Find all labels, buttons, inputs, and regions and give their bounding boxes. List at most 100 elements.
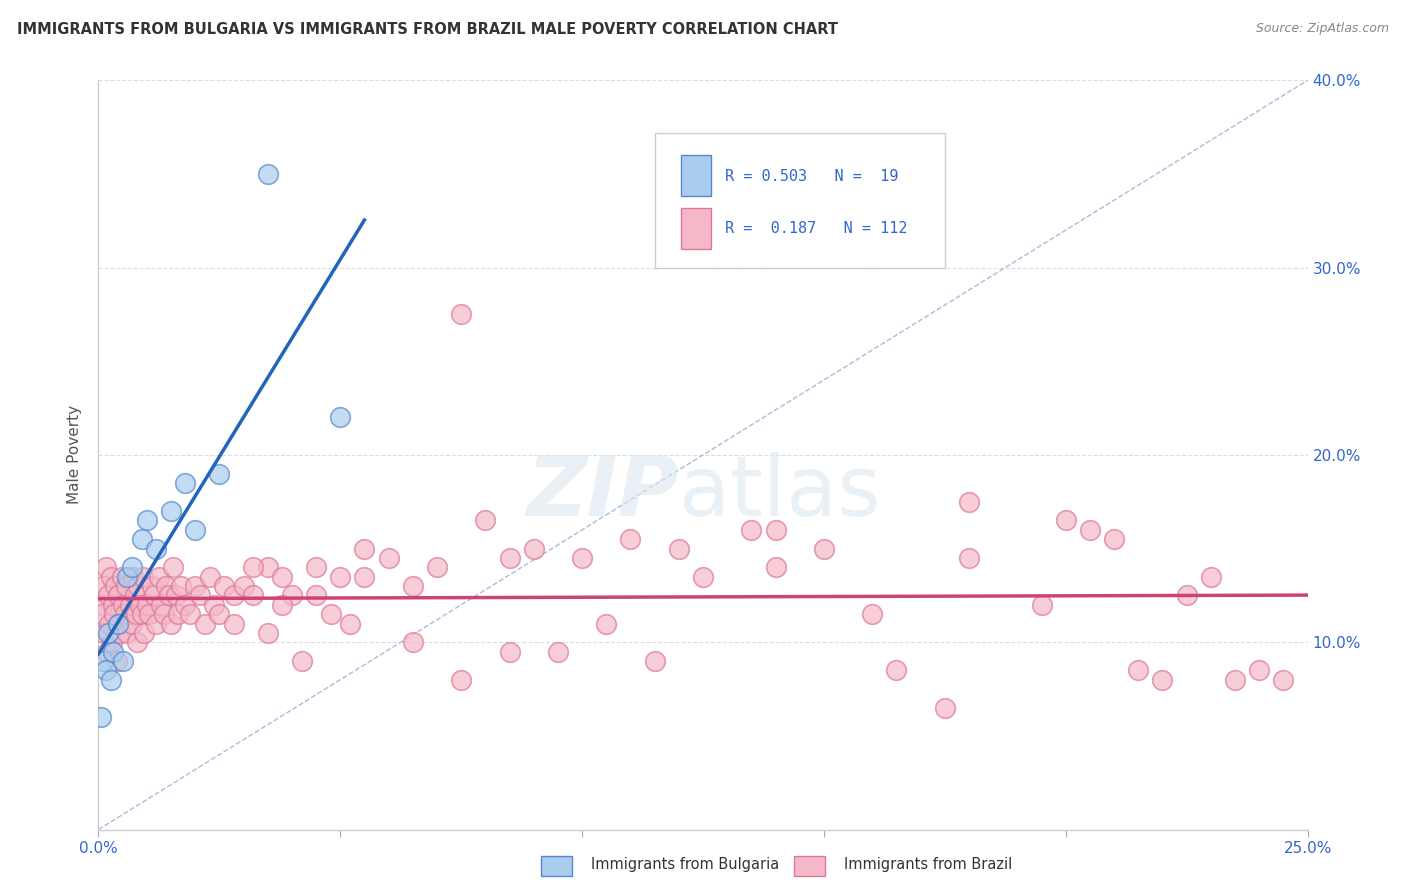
- Point: [169, 579, 191, 593]
- Point: [105, 654, 128, 668]
- Point: [94, 664, 117, 678]
- Point: [242, 589, 264, 603]
- Point: [204, 598, 226, 612]
- Point: [222, 589, 245, 603]
- Point: [1078, 523, 1101, 537]
- Point: [450, 307, 472, 321]
- Text: Immigrants from Brazil: Immigrants from Brazil: [844, 857, 1012, 872]
- Point: [128, 598, 150, 612]
- Point: [118, 598, 141, 612]
- Point: [188, 589, 211, 603]
- Point: [1249, 664, 1271, 678]
- Point: [184, 579, 207, 593]
- Text: atlas: atlas: [679, 452, 880, 533]
- Point: [329, 570, 352, 584]
- Point: [1152, 673, 1174, 687]
- Y-axis label: Male Poverty: Male Poverty: [67, 405, 83, 505]
- Point: [152, 607, 174, 621]
- Point: [319, 607, 342, 621]
- Point: [290, 654, 312, 668]
- Point: [1175, 589, 1198, 603]
- Point: [100, 570, 122, 584]
- Point: [111, 654, 134, 668]
- Point: [329, 410, 352, 425]
- Point: [281, 589, 304, 603]
- Point: [138, 607, 160, 621]
- Point: [256, 167, 278, 181]
- Point: [402, 579, 425, 593]
- Point: [934, 701, 956, 715]
- Point: [121, 616, 143, 631]
- Point: [668, 541, 690, 556]
- Point: [117, 626, 139, 640]
- Point: [100, 673, 122, 687]
- Point: [97, 626, 120, 640]
- Point: [179, 607, 201, 621]
- Point: [765, 523, 787, 537]
- Point: [135, 598, 157, 612]
- Point: [134, 626, 156, 640]
- Point: [1102, 532, 1125, 546]
- Point: [131, 607, 153, 621]
- Point: [256, 560, 278, 574]
- Point: [450, 673, 472, 687]
- Point: [98, 616, 121, 631]
- Point: [101, 635, 124, 649]
- Point: [232, 579, 254, 593]
- Point: [402, 635, 425, 649]
- Point: [135, 514, 157, 528]
- Point: [127, 579, 149, 593]
- Point: [165, 589, 187, 603]
- Point: [131, 532, 153, 546]
- Point: [162, 560, 184, 574]
- Point: [125, 607, 148, 621]
- Point: [143, 589, 166, 603]
- Point: [339, 616, 361, 631]
- Point: [117, 570, 139, 584]
- Point: [174, 598, 197, 612]
- Point: [1199, 570, 1222, 584]
- Point: [242, 560, 264, 574]
- Point: [271, 570, 294, 584]
- Point: [122, 570, 145, 584]
- Point: [222, 616, 245, 631]
- Point: [860, 607, 883, 621]
- Point: [97, 589, 120, 603]
- Point: [765, 560, 787, 574]
- Point: [103, 607, 125, 621]
- Point: [957, 494, 980, 508]
- Point: [377, 551, 399, 566]
- Text: R = 0.503   N =  19: R = 0.503 N = 19: [724, 169, 898, 184]
- Point: [111, 598, 134, 612]
- Point: [148, 570, 170, 584]
- Point: [571, 551, 593, 566]
- Point: [127, 635, 149, 649]
- Point: [1272, 673, 1295, 687]
- FancyBboxPatch shape: [655, 133, 945, 268]
- Point: [114, 607, 136, 621]
- Point: [426, 560, 449, 574]
- Point: [740, 523, 762, 537]
- Point: [353, 541, 375, 556]
- Point: [212, 579, 235, 593]
- Point: [208, 467, 231, 481]
- Point: [115, 579, 138, 593]
- Point: [150, 598, 173, 612]
- Point: [96, 644, 118, 658]
- Point: [111, 570, 134, 584]
- Point: [160, 504, 183, 518]
- Point: [198, 570, 221, 584]
- Point: [498, 551, 520, 566]
- Text: IMMIGRANTS FROM BULGARIA VS IMMIGRANTS FROM BRAZIL MALE POVERTY CORRELATION CHAR: IMMIGRANTS FROM BULGARIA VS IMMIGRANTS F…: [17, 22, 838, 37]
- Point: [121, 560, 143, 574]
- Point: [194, 616, 217, 631]
- Point: [90, 598, 112, 612]
- Point: [93, 626, 115, 640]
- Bar: [682, 208, 711, 249]
- Point: [547, 644, 569, 658]
- Point: [644, 654, 666, 668]
- Point: [474, 514, 496, 528]
- Point: [305, 589, 328, 603]
- Point: [1031, 598, 1053, 612]
- Point: [132, 570, 155, 584]
